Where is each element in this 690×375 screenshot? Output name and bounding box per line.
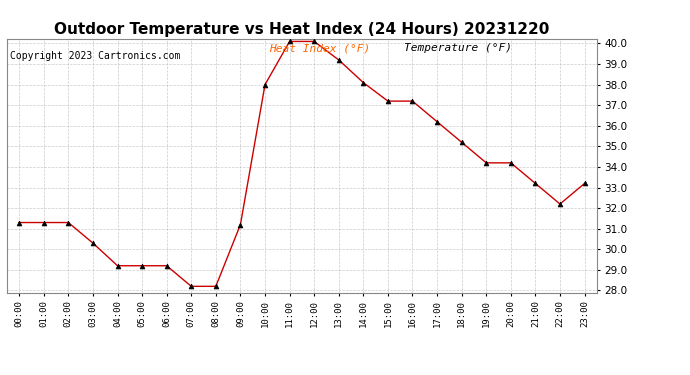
Text: Heat Index (°F): Heat Index (°F) bbox=[269, 43, 371, 53]
Text: Copyright 2023 Cartronics.com: Copyright 2023 Cartronics.com bbox=[10, 51, 181, 61]
Title: Outdoor Temperature vs Heat Index (24 Hours) 20231220: Outdoor Temperature vs Heat Index (24 Ho… bbox=[55, 22, 549, 37]
Text: Temperature (°F): Temperature (°F) bbox=[404, 43, 512, 53]
